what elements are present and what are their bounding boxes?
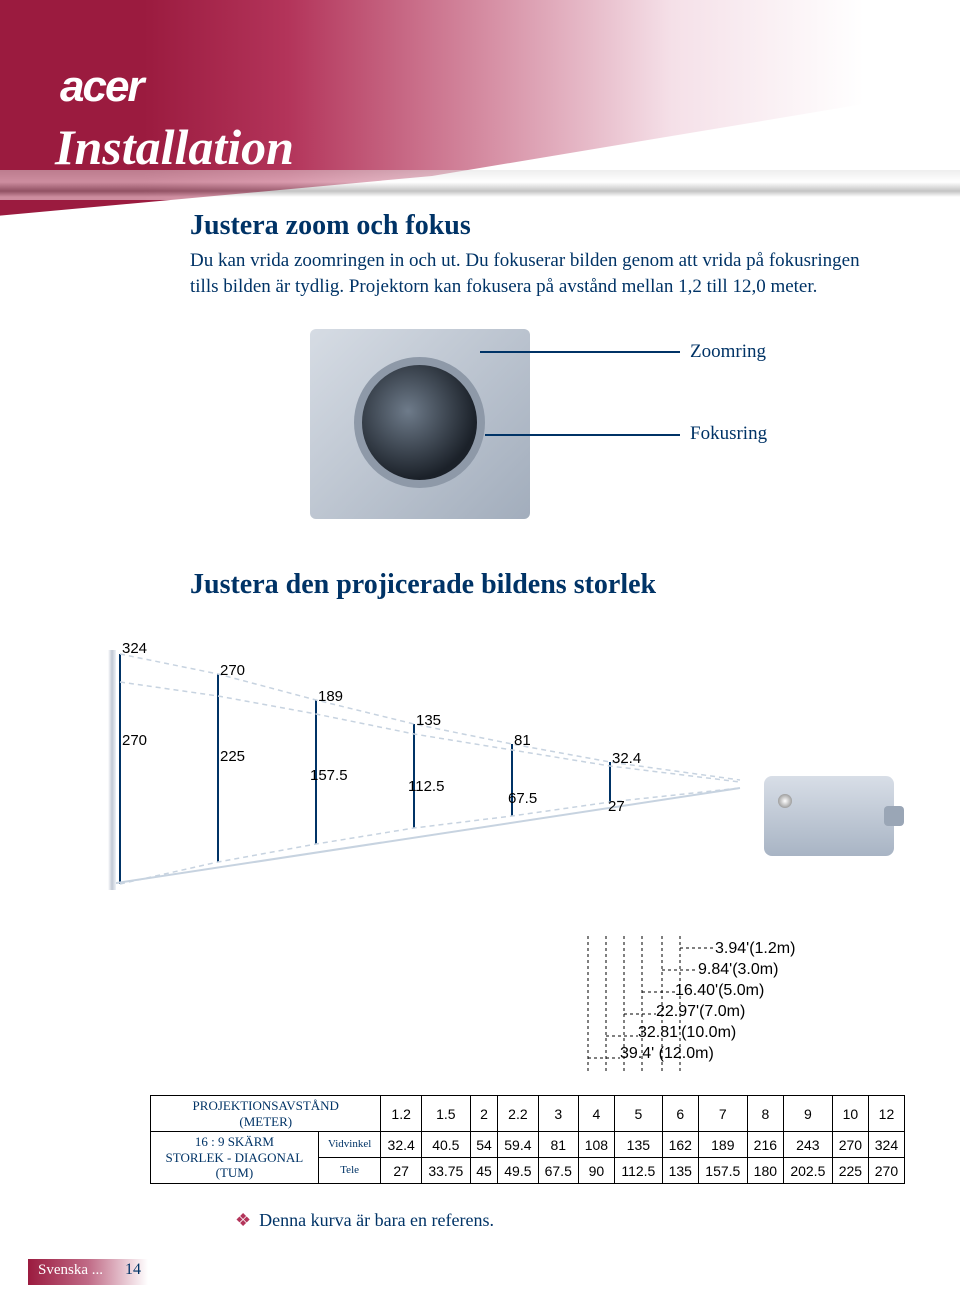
tele-cell: 180 [747, 1158, 783, 1184]
dist-cell: 1.2 [381, 1096, 421, 1132]
dist-cell: 3 [538, 1096, 578, 1132]
wide-cell: 243 [783, 1132, 832, 1158]
tele-cell: 67.5 [538, 1158, 578, 1184]
tele-cell: 112.5 [614, 1158, 662, 1184]
brand-logo: acer [60, 62, 143, 112]
lower-val-4: 67.5 [508, 790, 537, 807]
dist-cell: 12 [868, 1096, 904, 1132]
note-text: ❖ Denna kurva är bara en referens. [235, 1210, 494, 1231]
projection-table: PROJEKTIONSAVSTÅND(METER) 1.2 1.5 2 2.2 … [150, 1095, 905, 1184]
tele-cell: 49.5 [498, 1158, 538, 1184]
section1-body: Du kan vrida zoomringen in och ut. Du fo… [190, 248, 890, 299]
dist-cell: 8 [747, 1096, 783, 1132]
section2-heading: Justera den projicerade bildens storlek [190, 569, 890, 601]
wide-cell: 108 [578, 1132, 614, 1158]
tele-cell: 45 [470, 1158, 497, 1184]
table-row: PROJEKTIONSAVSTÅND(METER) 1.2 1.5 2 2.2 … [151, 1096, 905, 1132]
lens-figure: Zoomring Fokusring [220, 319, 860, 529]
upper-val-1: 270 [220, 662, 245, 679]
upper-val-2: 189 [318, 688, 343, 705]
dist-cell: 4 [578, 1096, 614, 1132]
focusring-line [485, 434, 680, 436]
lower-val-1: 225 [220, 748, 245, 765]
tele-cell: 135 [662, 1158, 698, 1184]
dist-cell: 2 [470, 1096, 497, 1132]
dist-cell: 10 [832, 1096, 868, 1132]
footer-lang: Svenska ... [38, 1262, 103, 1279]
dist-cell: 6 [662, 1096, 698, 1132]
row2-label: 16 : 9 SKÄRMSTORLEK - DIAGONAL(TUM) [151, 1132, 319, 1184]
dist-cell: 2.2 [498, 1096, 538, 1132]
wide-cell: 81 [538, 1132, 578, 1158]
wide-cell: 270 [832, 1132, 868, 1158]
table-row: 16 : 9 SKÄRMSTORLEK - DIAGONAL(TUM) Vidv… [151, 1132, 905, 1158]
zoomring-label: Zoomring [690, 341, 766, 363]
section1-heading: Justera zoom och fokus [190, 210, 890, 242]
wide-cell: 59.4 [498, 1132, 538, 1158]
lens-photo [310, 329, 530, 519]
upper-val-0: 324 [122, 640, 147, 657]
wide-cell: 32.4 [381, 1132, 421, 1158]
diamond-icon: ❖ [235, 1210, 251, 1230]
upper-val-4: 81 [514, 732, 531, 749]
tele-cell: 33.75 [421, 1158, 470, 1184]
footer-page: 14 [125, 1261, 141, 1279]
wide-cell: 135 [614, 1132, 662, 1158]
tele-cell: 27 [381, 1158, 421, 1184]
dist-cell: 5 [614, 1096, 662, 1132]
dist-leaders [570, 932, 910, 1082]
wide-cell: 40.5 [421, 1132, 470, 1158]
zoomring-line [480, 351, 680, 353]
wide-cell: 216 [747, 1132, 783, 1158]
note-label: Denna kurva är bara en referens. [259, 1210, 494, 1230]
dist-cell: 1.5 [421, 1096, 470, 1132]
row1-label: PROJEKTIONSAVSTÅND(METER) [151, 1096, 381, 1132]
tele-cell: 202.5 [783, 1158, 832, 1184]
throw-diagram: 324 270 189 135 81 32.4 270 225 157.5 11… [100, 640, 900, 930]
lower-val-2: 157.5 [310, 767, 348, 784]
tele-cell: 270 [868, 1158, 904, 1184]
lower-val-3: 112.5 [408, 778, 444, 795]
upper-val-5: 32.4 [612, 750, 641, 767]
tele-cell: 157.5 [698, 1158, 747, 1184]
wide-cell: 189 [698, 1132, 747, 1158]
focusring-label: Fokusring [690, 423, 767, 445]
wide-cell: 324 [868, 1132, 904, 1158]
content-block: Justera zoom och fokus Du kan vrida zoom… [190, 210, 890, 619]
dist-cell: 7 [698, 1096, 747, 1132]
wide-cell: 54 [470, 1132, 497, 1158]
sub-tele: Tele [318, 1158, 381, 1184]
dist-cell: 9 [783, 1096, 832, 1132]
upper-val-3: 135 [416, 712, 441, 729]
page-title: Installation [55, 118, 294, 176]
tele-cell: 225 [832, 1158, 868, 1184]
sub-wide: Vidvinkel [318, 1132, 381, 1158]
tele-cell: 90 [578, 1158, 614, 1184]
lower-val-0: 270 [122, 732, 147, 749]
wide-cell: 162 [662, 1132, 698, 1158]
lower-val-5: 27 [608, 798, 625, 815]
projector-icon [764, 776, 894, 856]
